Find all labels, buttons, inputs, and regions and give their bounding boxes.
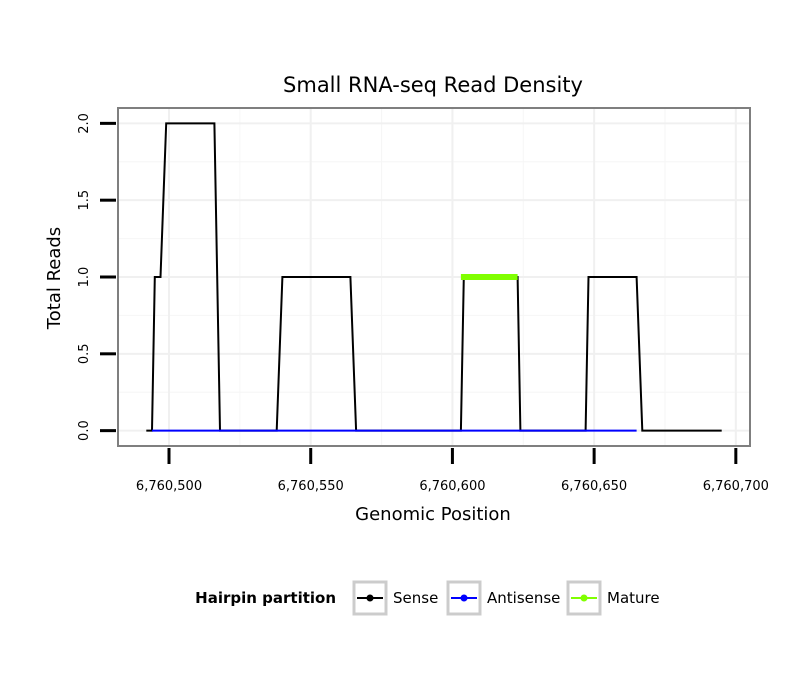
y-tick-label: 2.0: [77, 113, 92, 134]
x-tick-label: 6,760,600: [419, 479, 485, 494]
legend-label-sense: Sense: [393, 589, 438, 607]
legend-items: Sense Antisense Mature: [352, 580, 660, 616]
y-tick-label: 1.5: [77, 190, 92, 211]
x-tick-label: 6,760,700: [703, 479, 769, 494]
legend-point-antisense: [460, 594, 468, 602]
legend-point-mature: [580, 594, 588, 602]
chart-title: Small RNA-seq Read Density: [283, 73, 583, 97]
x-tick-label: 6,760,550: [278, 479, 344, 494]
y-tick-label: 0.5: [77, 343, 92, 364]
axes: 6,760,500 6,760,550 6,760,600 6,760,650 6,76…: [77, 113, 769, 494]
legend-title: Hairpin partition: [195, 589, 336, 607]
series-line-sense: [146, 122, 722, 432]
legend: Hairpin partition Sense Antisense Mature: [195, 580, 660, 616]
y-axis-label: Total Reads: [44, 227, 65, 330]
legend-label-mature: Mature: [607, 589, 660, 607]
x-tick-label: 6,760,500: [136, 479, 202, 494]
x-tick-label: 6,760,650: [561, 479, 627, 494]
legend-point-sense: [366, 594, 374, 602]
y-tick-label: 0.0: [77, 420, 92, 441]
y-tick-label: 1.0: [77, 267, 92, 288]
data-series: [146, 122, 722, 432]
legend-label-antisense: Antisense: [487, 589, 560, 607]
x-axis-label: Genomic Position: [355, 504, 511, 525]
